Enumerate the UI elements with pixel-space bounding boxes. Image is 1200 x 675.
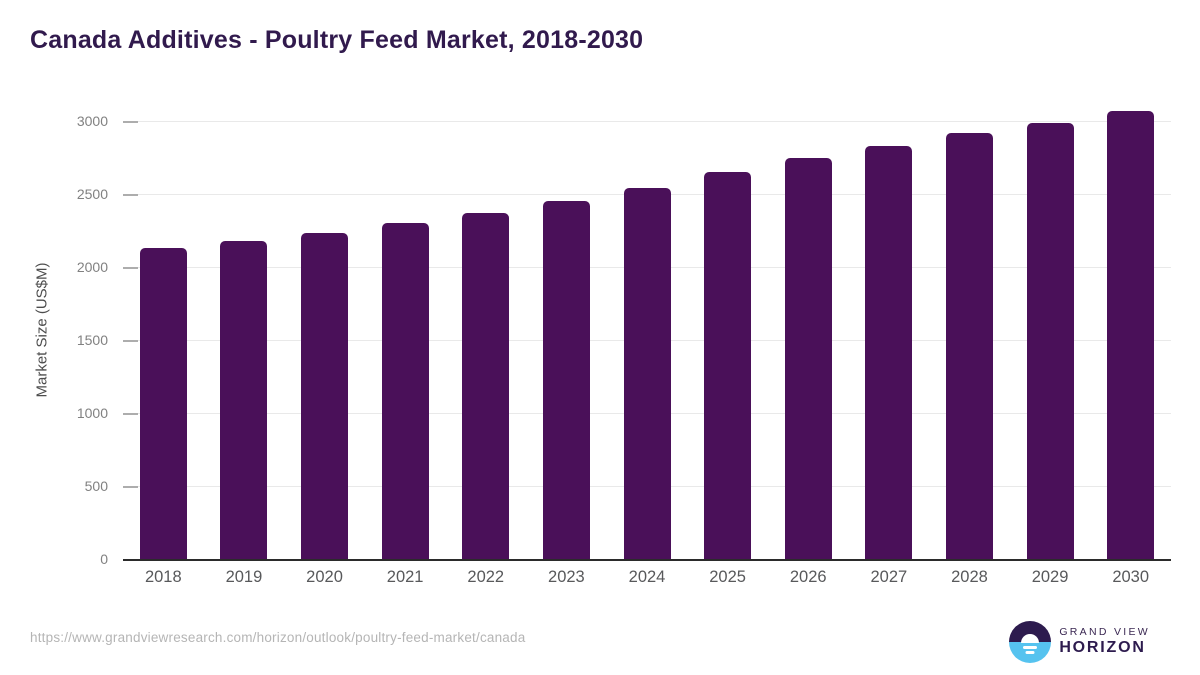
y-tick-label-0: 0 [100,551,108,567]
x-tick-label-2030: 2030 [1112,568,1150,586]
bar-2019[interactable] [220,240,268,560]
bar-2020[interactable] [301,232,349,560]
x-axis-line [123,559,1171,561]
x-tick-label-2029: 2029 [1031,568,1069,586]
page-title: Canada Additives - Poultry Feed Market, … [30,26,644,54]
bar-2021[interactable] [381,222,429,560]
y-tick-mark-2500 [123,193,138,196]
logo-text: GRAND VIEW HORIZON [1059,626,1150,657]
x-tick-label-2025: 2025 [709,568,746,586]
y-tick-mark-500 [123,485,138,488]
gridline-3000 [123,121,1171,123]
bar-2025[interactable] [704,171,752,560]
y-tick-mark-1000 [123,412,138,415]
x-tick-label-2020: 2020 [306,568,343,586]
y-tick-label-2000: 2000 [76,258,108,275]
bar-2022[interactable] [462,213,510,560]
x-tick-label-2019: 2019 [225,568,263,586]
x-tick-label-2021: 2021 [386,568,424,586]
y-tick-mark-3000 [123,120,138,123]
bar-2024[interactable] [623,187,671,560]
bar-2026[interactable] [784,158,832,560]
y-tick-mark-1500 [123,339,138,342]
y-tick-label-1500: 1500 [76,331,108,348]
bar-2027[interactable] [865,146,913,560]
x-tick-label-2024: 2024 [628,568,666,586]
bar-2029[interactable] [1026,123,1074,560]
y-axis-tick-labels: 0 500 1000 1500 2000 2500 3000 [0,100,108,567]
y-tick-label-500: 500 [84,477,108,494]
x-tick-label-2018: 2018 [144,568,182,586]
bar-2030[interactable] [1107,110,1155,560]
y-tick-label-1000: 1000 [76,404,108,421]
bar-chart-plot [123,100,1171,561]
logo-line-shape [1023,646,1038,649]
logo-text-grand-view: GRAND VIEW [1059,626,1150,639]
logo-text-horizon: HORIZON [1059,639,1146,657]
x-tick-label-2026: 2026 [789,568,827,586]
bar-2023[interactable] [542,200,590,560]
x-axis-tick-labels: 2018 2019 2020 2021 2022 2023 2024 2025 2026 2027… [123,568,1171,594]
y-tick-mark-2000 [123,266,138,269]
logo-line-shape [1025,651,1035,654]
y-tick-label-3000: 3000 [76,112,108,129]
brand-logo[interactable]: GRAND VIEW HORIZON [1009,619,1150,665]
x-tick-label-2023: 2023 [548,568,585,586]
bar-2028[interactable] [945,132,993,560]
x-tick-label-2027: 2027 [870,568,908,586]
horizon-sunrise-logo-icon [1009,621,1052,663]
logo-dome-shape [1021,634,1040,643]
source-url: https://www.grandviewresearch.com/horizo… [30,630,526,645]
x-tick-label-2022: 2022 [467,568,505,586]
bar-2018[interactable] [139,248,187,560]
y-tick-label-2500: 2500 [76,185,108,202]
x-tick-label-2028: 2028 [951,568,988,586]
